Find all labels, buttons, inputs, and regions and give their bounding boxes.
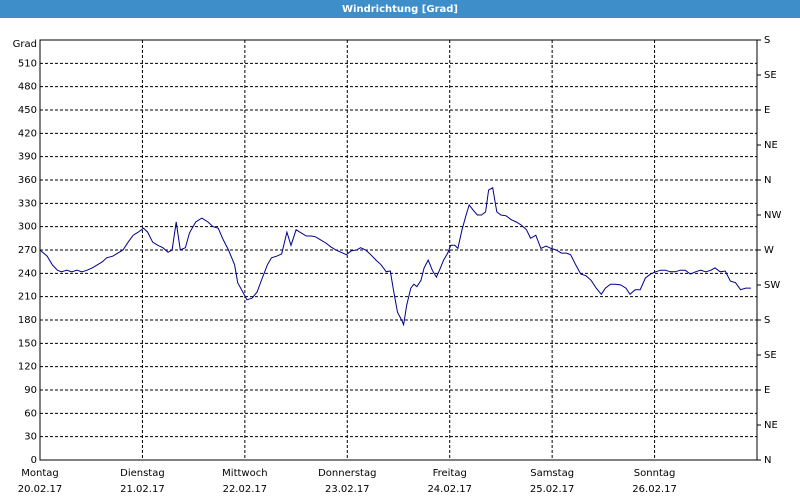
y2-tick-label: NW <box>764 210 781 221</box>
y-tick-label: 420 <box>18 128 37 139</box>
y-tick-label: 90 <box>24 385 37 396</box>
x-tick-label: Donnerstag <box>318 468 376 479</box>
data-line <box>39 187 751 327</box>
y-axis-label: Grad <box>13 39 37 50</box>
y2-tick-label: SE <box>764 350 777 361</box>
x-tick-date: 26.02.17 <box>632 484 677 495</box>
y2-tick-label: N <box>764 455 771 466</box>
x-tick-label: Freitag <box>433 468 467 479</box>
y-tick-label: 60 <box>24 408 37 419</box>
x-tick-label: Dienstag <box>120 468 165 479</box>
y-tick-label: 240 <box>18 268 37 279</box>
x-tick-label: Mittwoch <box>222 468 267 479</box>
x-tick-label: Sonntag <box>634 468 676 479</box>
title-bar <box>0 0 800 18</box>
y-tick-label: 0 <box>31 455 37 466</box>
y2-tick-label: S <box>764 35 770 46</box>
y-tick-label: 510 <box>18 58 37 69</box>
y2-tick-label: SW <box>764 280 780 291</box>
x-tick-date: 21.02.17 <box>120 484 165 495</box>
y-tick-label: 30 <box>24 432 37 443</box>
y-tick-label: 150 <box>18 338 37 349</box>
x-tick-label: Samstag <box>530 468 574 479</box>
y-tick-label: 450 <box>18 105 37 116</box>
x-tick-date: 24.02.17 <box>427 484 472 495</box>
y-tick-label: 300 <box>18 222 37 233</box>
y2-tick-label: NE <box>764 420 778 431</box>
y-tick-label: 330 <box>18 198 37 209</box>
x-tick-label: Montag <box>21 468 58 479</box>
y-tick-label: 210 <box>18 292 37 303</box>
x-tick-date: 22.02.17 <box>223 484 268 495</box>
y2-tick-label: W <box>764 245 774 256</box>
y2-tick-label: N <box>764 175 771 186</box>
y-tick-label: 270 <box>18 245 37 256</box>
y2-tick-label: E <box>764 105 770 116</box>
y2-tick-label: S <box>764 315 770 326</box>
y-tick-label: 180 <box>18 315 37 326</box>
y-tick-label: 120 <box>18 362 37 373</box>
x-tick-date: 23.02.17 <box>325 484 370 495</box>
x-tick-date: 20.02.17 <box>18 484 63 495</box>
y-tick-label: 480 <box>18 82 37 93</box>
chart-title: Windrichtung [Grad] <box>342 4 458 15</box>
x-tick-date: 25.02.17 <box>530 484 575 495</box>
y2-tick-label: NE <box>764 140 778 151</box>
y-tick-label: 360 <box>18 175 37 186</box>
y2-tick-label: SE <box>764 70 777 81</box>
y2-tick-label: E <box>764 385 770 396</box>
y-tick-label: 390 <box>18 152 37 163</box>
